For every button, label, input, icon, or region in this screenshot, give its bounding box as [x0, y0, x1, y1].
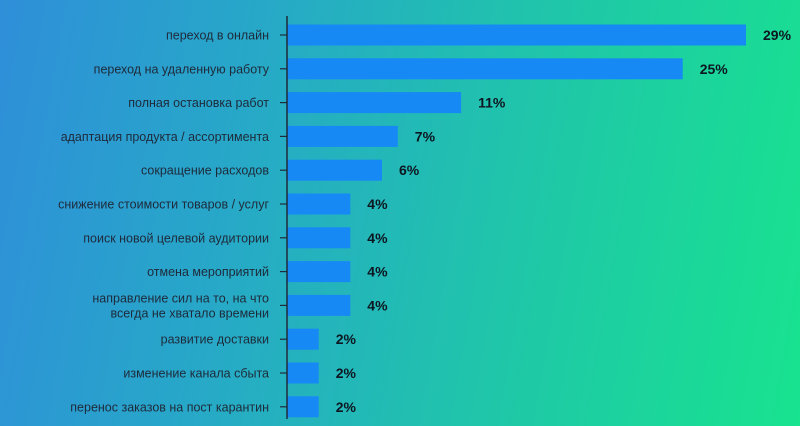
- bar: [287, 396, 319, 418]
- value-label: 29%: [763, 27, 792, 43]
- category-label: изменение канала сбыта: [123, 367, 269, 381]
- category-label: направление сил на то, на что всегда не х…: [92, 291, 269, 320]
- bar: [287, 362, 319, 384]
- category-label: развитие доставки: [161, 333, 269, 347]
- value-label: 2%: [336, 365, 357, 381]
- value-label: 4%: [367, 196, 388, 212]
- category-label: переход в онлайн: [166, 29, 269, 43]
- value-label: 11%: [478, 95, 506, 111]
- category-label: снижение стоимости товаров / услуг: [58, 198, 269, 212]
- bar: [287, 261, 351, 283]
- ticks-layer: [280, 34, 287, 408]
- bar: [287, 92, 462, 114]
- category-label: отмена мероприятий: [147, 265, 269, 279]
- bar: [287, 125, 398, 147]
- bar: [287, 328, 319, 350]
- bars-layer: [287, 24, 746, 418]
- value-labels: 29% 25% 11% 7% 6% 4% 4% 4% 4% 2% 2% 2%: [336, 27, 792, 415]
- value-label: 2%: [336, 399, 357, 415]
- value-label: 6%: [399, 162, 420, 178]
- bar: [287, 294, 351, 316]
- category-label: адаптация продукта / ассортимента: [61, 130, 269, 144]
- category-label: поиск новой целевой аудитории: [83, 231, 269, 245]
- bar: [287, 227, 351, 249]
- value-label: 4%: [367, 264, 388, 280]
- value-label: 7%: [415, 128, 436, 144]
- category-label: сокращение расходов: [141, 164, 269, 178]
- category-label: полная остановка работ: [128, 96, 269, 110]
- bar: [287, 58, 683, 80]
- value-label: 2%: [336, 331, 357, 347]
- bar: [287, 193, 351, 215]
- value-label: 4%: [367, 297, 388, 313]
- category-label: перенос заказов на пост карантин: [70, 400, 269, 414]
- value-label: 4%: [367, 230, 388, 246]
- value-label: 25%: [700, 61, 729, 77]
- category-labels: переход в онлайн переход на удаленную раб…: [58, 29, 270, 415]
- category-label: переход на удаленную работу: [94, 62, 270, 76]
- bar: [287, 159, 382, 181]
- bar: [287, 24, 746, 46]
